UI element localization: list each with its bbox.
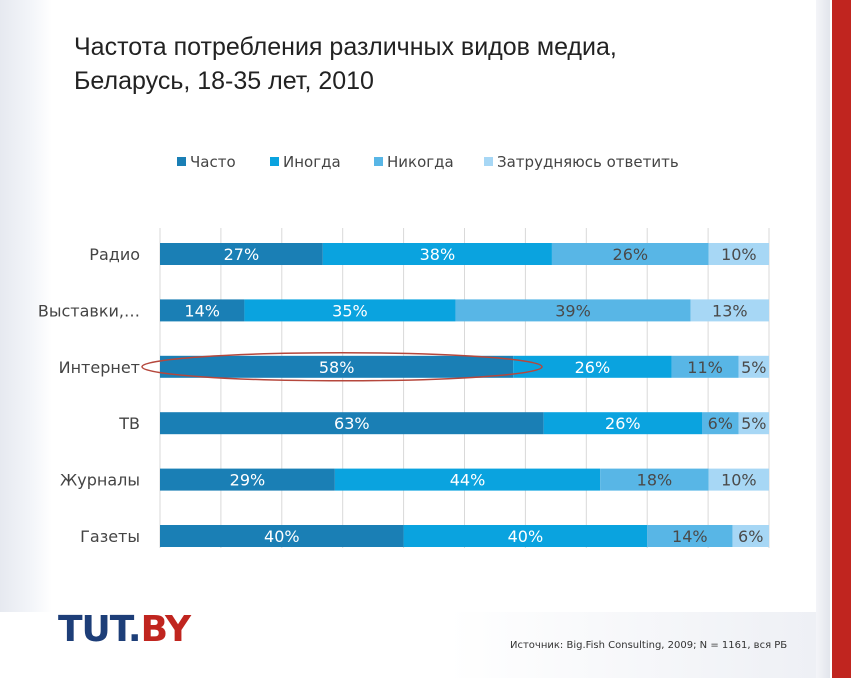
bar-segment	[543, 412, 703, 435]
data-label: 35%	[332, 301, 368, 320]
bar-segment	[334, 468, 601, 491]
data-label: 6%	[708, 414, 733, 433]
highlight-ellipse	[141, 352, 543, 382]
bar-segment	[244, 299, 456, 322]
bar-segment	[702, 412, 739, 435]
bar-segment	[600, 468, 709, 491]
data-label: 6%	[738, 527, 763, 546]
bar-segment	[690, 299, 769, 322]
bar-segment	[160, 243, 323, 265]
bar-segment	[160, 412, 544, 435]
category-label: ТВ	[118, 414, 140, 433]
source-note: Источник: Big.Fish Consulting, 2009; N =…	[510, 640, 788, 651]
bar-segment	[322, 243, 552, 265]
bar-segment	[160, 355, 514, 378]
legend-label: Иногда	[283, 153, 341, 171]
bar-segment	[708, 468, 769, 491]
bar-segment	[708, 243, 769, 265]
title-line-1: Частота потребления различных видов меди…	[74, 33, 617, 61]
data-label: 26%	[605, 414, 641, 433]
legend-label: Затрудняюсь ответить	[497, 153, 679, 171]
data-label: 40%	[508, 527, 544, 546]
bar-segment	[738, 412, 769, 435]
chart-legend: Часто Иногда Никогда Затрудняюсь ответить	[177, 153, 679, 171]
bar-segment	[160, 299, 245, 322]
data-label: 14%	[184, 301, 220, 320]
data-label: 27%	[224, 245, 260, 264]
logo-part-1: TUT.	[58, 609, 142, 650]
right-decor-stripe	[816, 0, 830, 678]
data-label: 10%	[721, 245, 757, 264]
data-label: 29%	[230, 471, 266, 490]
bar-segment	[738, 355, 769, 378]
right-accent-stripe	[832, 0, 851, 678]
bar-segment	[403, 525, 648, 547]
legend-label: Часто	[190, 153, 236, 171]
legend-swatch	[270, 157, 279, 166]
data-label: 18%	[637, 471, 673, 490]
data-label: 58%	[319, 358, 355, 377]
legend-swatch	[484, 157, 493, 166]
data-label: 26%	[575, 358, 611, 377]
bar-segment	[455, 299, 691, 322]
data-label: 38%	[420, 245, 456, 264]
data-label: 10%	[721, 471, 757, 490]
category-label: Интернет	[59, 358, 140, 377]
data-label: 13%	[712, 301, 748, 320]
highlight-layer	[141, 352, 543, 382]
data-label: 63%	[334, 414, 370, 433]
legend-swatch	[177, 157, 186, 166]
gridlines	[159, 228, 770, 548]
data-label: 11%	[687, 358, 723, 377]
bar-segment	[671, 355, 739, 378]
category-labels: Радио Выставки,… Интернет ТВ Журналы Газеты	[38, 245, 140, 546]
data-label: 5%	[741, 414, 766, 433]
legend-swatch	[374, 157, 383, 166]
title-line-2: Беларусь, 18-35 лет, 2010	[74, 67, 374, 95]
slide-title: Частота потребления различных видов меди…	[74, 30, 814, 98]
bar-segment	[732, 525, 769, 547]
chart-bars: 27% 38% 26% 10% 14% 35% 39% 13% 58% 26% 11% 5% 63% 26…	[160, 243, 769, 547]
logo-part-2: BY	[140, 609, 192, 650]
bar-segment	[647, 525, 733, 547]
data-label: 44%	[450, 471, 486, 490]
legend-label: Никогда	[387, 153, 454, 171]
left-decor-band	[0, 0, 52, 678]
data-label: 40%	[264, 527, 300, 546]
category-label: Выставки,…	[38, 301, 140, 320]
footer-band	[0, 612, 816, 678]
data-label: 26%	[613, 245, 649, 264]
category-label: Радио	[89, 245, 140, 264]
bar-segment	[160, 468, 335, 491]
data-label: 5%	[741, 358, 766, 377]
data-label: 39%	[555, 301, 591, 320]
data-label: 14%	[672, 527, 708, 546]
bar-segment	[513, 355, 672, 378]
bar-segment	[160, 525, 404, 547]
bar-segment	[551, 243, 709, 265]
category-label: Газеты	[80, 527, 140, 546]
tut-by-logo: TUT.BY	[58, 609, 192, 650]
category-label: Журналы	[60, 471, 140, 490]
